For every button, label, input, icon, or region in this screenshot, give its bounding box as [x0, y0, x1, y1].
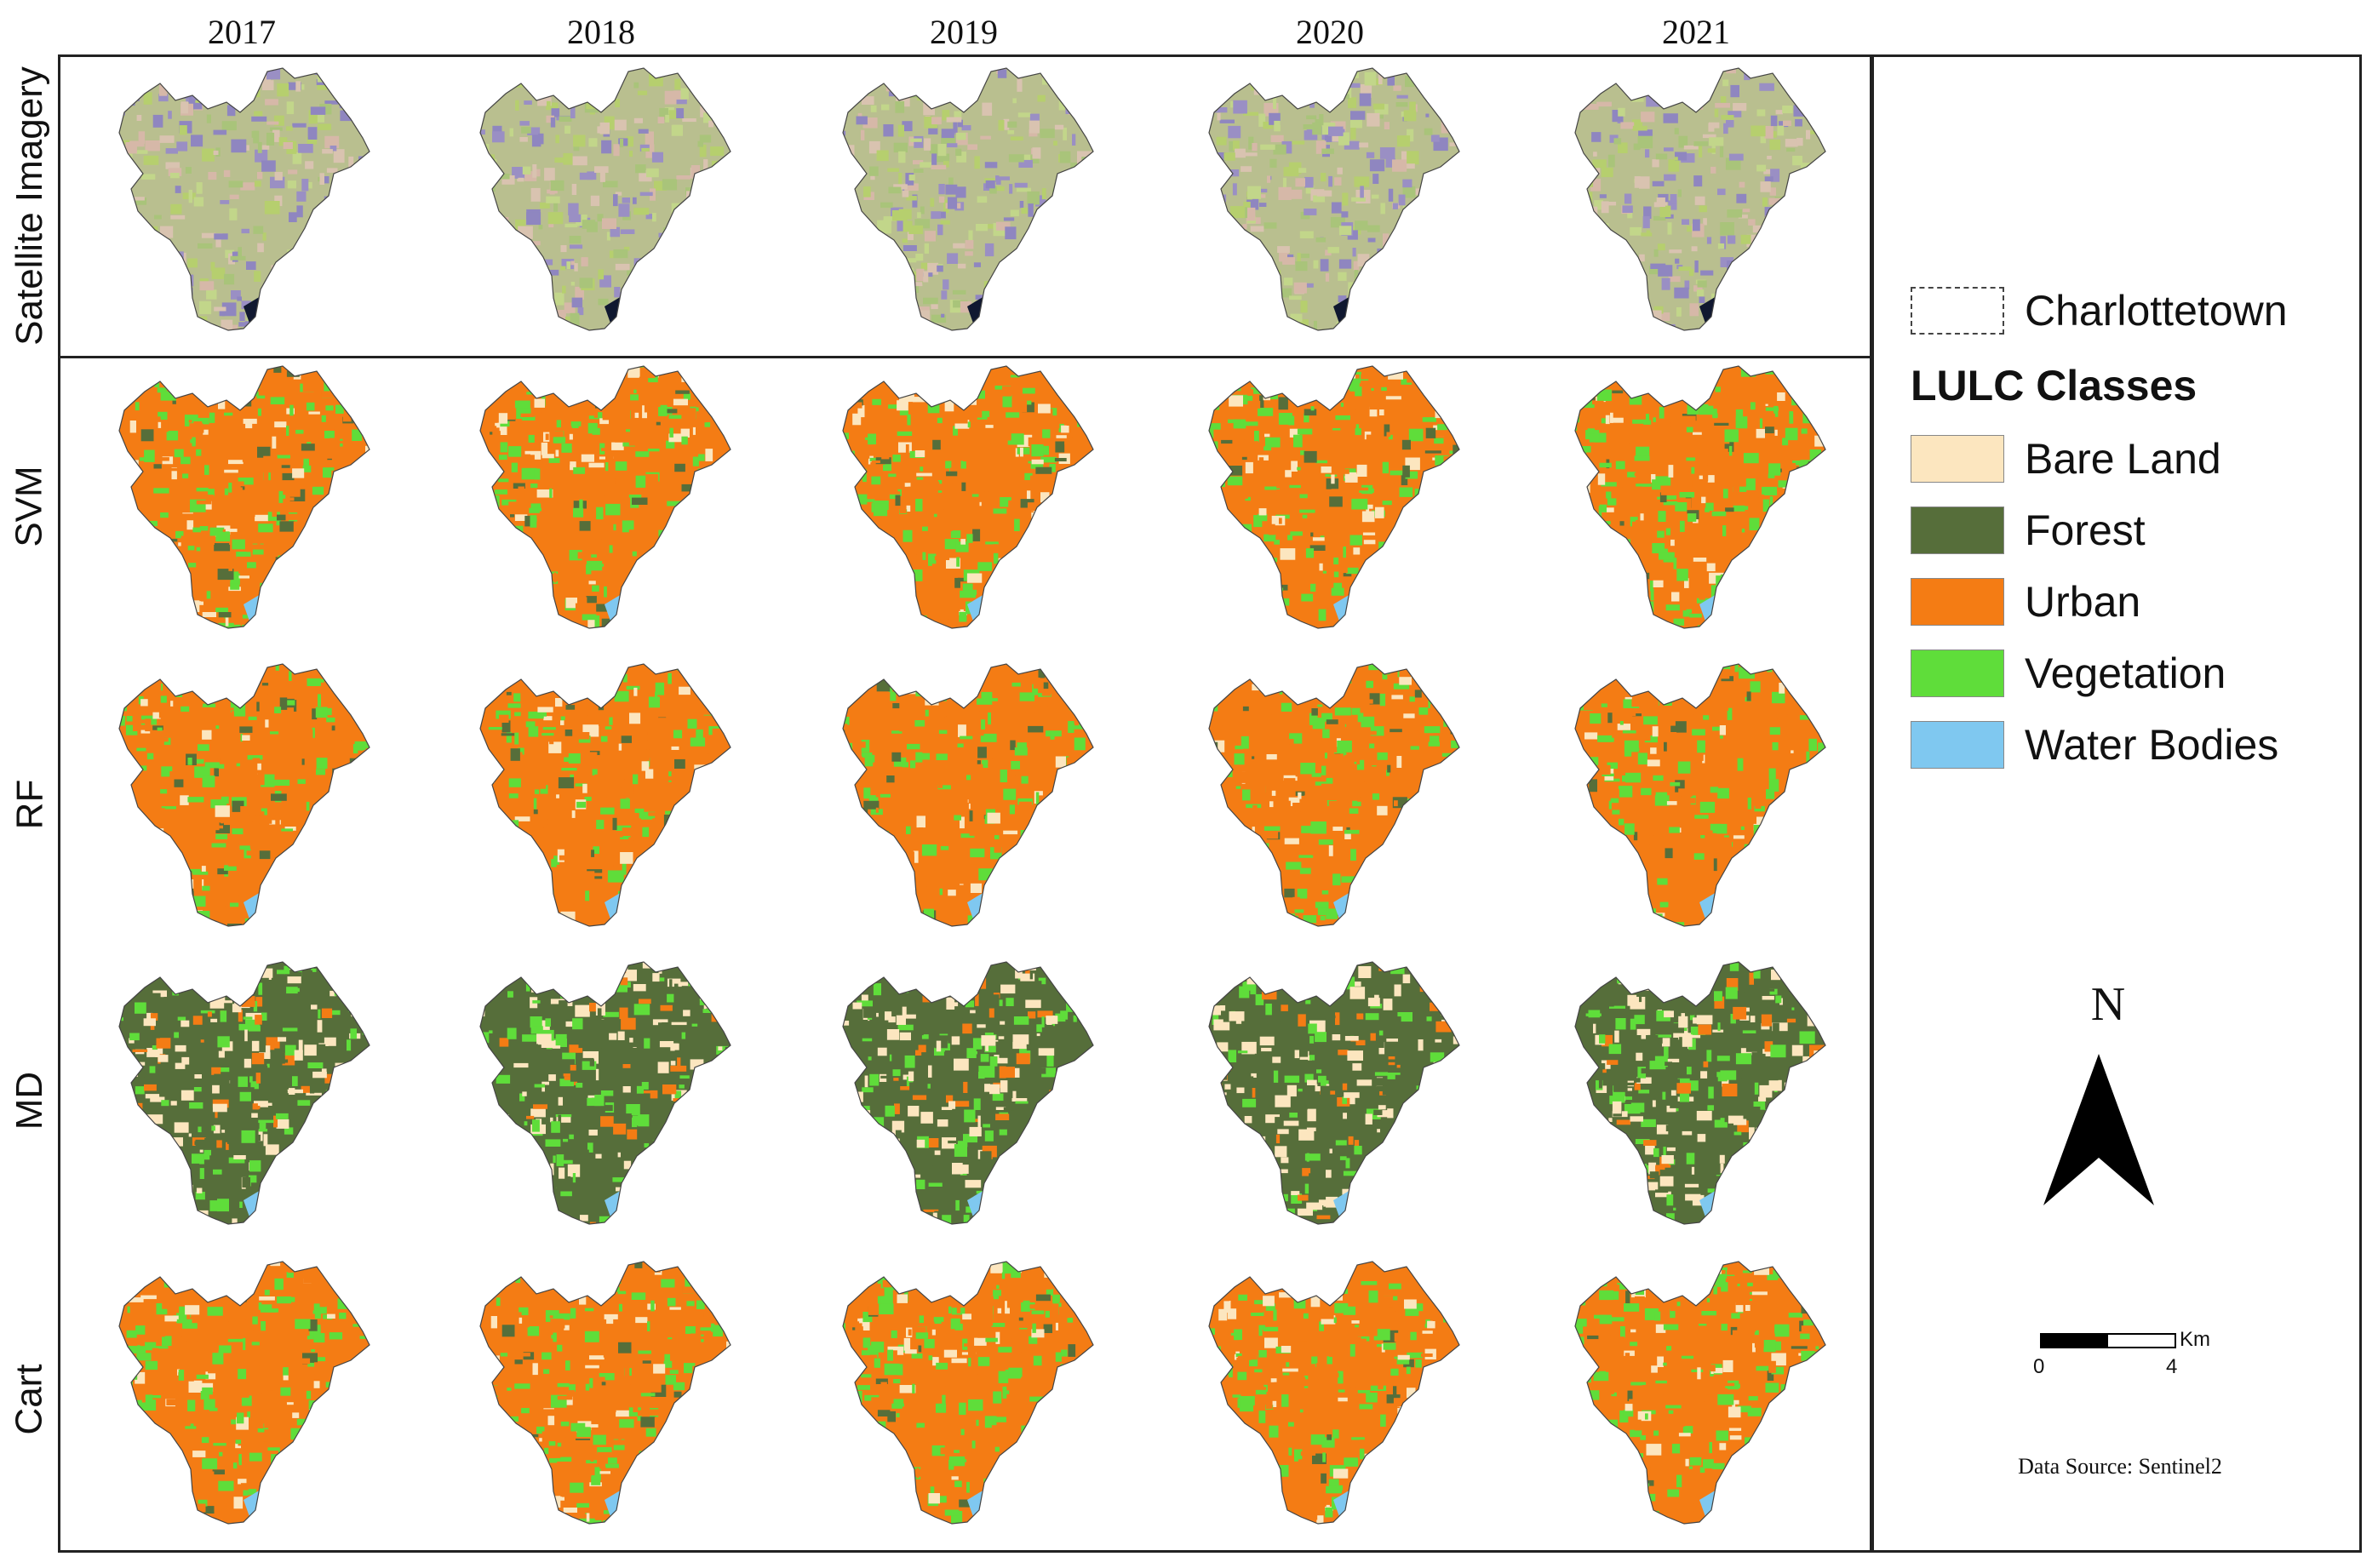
map-cell-md-2020	[1183, 953, 1550, 1247]
map-image	[842, 961, 1094, 1225]
map-cell-satellite-imagery-2018	[455, 60, 821, 353]
legend-item-vegetation: Vegetation	[1911, 649, 2226, 698]
row-label-md-text: MD	[9, 1071, 50, 1130]
map-cell-cart-2017	[94, 1253, 460, 1547]
map-cell-cart-2019	[817, 1253, 1183, 1547]
map-cell-rf-2018	[455, 655, 821, 949]
legend-boundary: Charlottetown	[1911, 286, 2288, 335]
map-cell-md-2019	[817, 953, 1183, 1247]
legend-item-water-bodies: Water Bodies	[1911, 720, 2278, 770]
map-image	[1574, 67, 1826, 331]
map-cell-cart-2020	[1183, 1253, 1550, 1547]
legend-label-bare-land: Bare Land	[2025, 435, 2221, 483]
legend-label-urban: Urban	[2025, 578, 2141, 626]
map-image	[479, 1261, 731, 1525]
map-image	[1208, 365, 1460, 629]
legend-label-vegetation: Vegetation	[2025, 650, 2226, 697]
boundary-swatch	[1911, 287, 2004, 335]
row-label-md: MD	[2, 952, 58, 1250]
vegetation-swatch	[1911, 650, 2004, 697]
map-image	[479, 961, 731, 1225]
map-cell-svm-2017	[94, 358, 460, 651]
map-image	[479, 365, 731, 629]
row-label-satellite-text: Satellite Imagery	[9, 66, 51, 346]
map-image	[1574, 961, 1826, 1225]
row-label-rf: RF	[2, 655, 58, 953]
legend-item-bare-land: Bare Land	[1911, 434, 2221, 484]
map-cell-md-2018	[455, 953, 821, 1247]
legend-panel	[1871, 54, 2362, 1553]
forest-swatch	[1911, 506, 2004, 554]
map-cell-svm-2021	[1550, 358, 1916, 651]
map-cell-cart-2018	[455, 1253, 821, 1547]
map-image	[842, 663, 1094, 927]
map-image	[842, 1261, 1094, 1525]
legend-heading: LULC Classes	[1911, 362, 2198, 409]
year-header-2017: 2017	[208, 13, 276, 51]
map-cell-rf-2017	[94, 655, 460, 949]
map-grid-frame	[58, 54, 1872, 1553]
map-image	[118, 365, 370, 629]
imagery-divider	[58, 356, 1872, 358]
legend-boundary-label: Charlottetown	[2025, 287, 2288, 335]
row-label-satellite: Satellite Imagery	[2, 56, 58, 356]
year-header-2018: 2018	[567, 13, 635, 51]
map-cell-svm-2019	[817, 358, 1183, 651]
water-bodies-swatch	[1911, 721, 2004, 769]
row-label-cart: Cart	[2, 1250, 58, 1549]
map-cell-rf-2021	[1550, 655, 1916, 949]
legend-item-forest: Forest	[1911, 506, 2146, 555]
data-source: Data Source: Sentinel2	[2018, 1454, 2222, 1479]
map-cell-rf-2019	[817, 655, 1183, 949]
map-image	[479, 663, 731, 927]
map-image	[118, 67, 370, 331]
map-cell-rf-2020	[1183, 655, 1550, 949]
map-image	[118, 663, 370, 927]
year-header-2019: 2019	[930, 13, 998, 51]
map-image	[1574, 365, 1826, 629]
map-cell-svm-2018	[455, 358, 821, 651]
map-image	[1208, 663, 1460, 927]
map-image	[1208, 961, 1460, 1225]
scale-bar-end: 4	[2166, 1355, 2178, 1378]
map-cell-svm-2020	[1183, 358, 1550, 651]
year-header-2021: 2021	[1662, 13, 1730, 51]
scale-bar	[2040, 1333, 2176, 1348]
map-cell-satellite-imagery-2019	[817, 60, 1183, 353]
scale-bar-start: 0	[2033, 1355, 2045, 1378]
map-image	[118, 1261, 370, 1525]
legend-label-water-bodies: Water Bodies	[2025, 721, 2279, 769]
map-image	[1574, 663, 1826, 927]
map-cell-cart-2021	[1550, 1253, 1916, 1547]
map-image	[1574, 1261, 1826, 1525]
row-label-svm: SVM	[2, 358, 58, 655]
map-cell-md-2021	[1550, 953, 1916, 1247]
bare-land-swatch	[1911, 435, 2004, 483]
row-label-rf-text: RF	[9, 779, 50, 830]
map-cell-satellite-imagery-2017	[94, 60, 460, 353]
map-cell-satellite-imagery-2020	[1183, 60, 1550, 353]
map-image	[1208, 1261, 1460, 1525]
map-image	[842, 67, 1094, 331]
map-image	[118, 961, 370, 1225]
year-header-2020: 2020	[1296, 13, 1364, 51]
legend-label-forest: Forest	[2025, 506, 2146, 554]
row-label-svm-text: SVM	[9, 466, 51, 547]
map-image	[479, 67, 731, 331]
row-label-cart-text: Cart	[9, 1364, 50, 1435]
scale-bar-unit: Km	[2180, 1328, 2210, 1351]
legend-item-urban: Urban	[1911, 577, 2140, 627]
map-cell-md-2017	[94, 953, 460, 1247]
map-image	[1208, 67, 1460, 331]
map-cell-satellite-imagery-2021	[1550, 60, 1916, 353]
map-image	[842, 365, 1094, 629]
north-arrow-icon	[2043, 1054, 2154, 1205]
north-letter: N	[2090, 978, 2126, 1031]
urban-swatch	[1911, 578, 2004, 626]
